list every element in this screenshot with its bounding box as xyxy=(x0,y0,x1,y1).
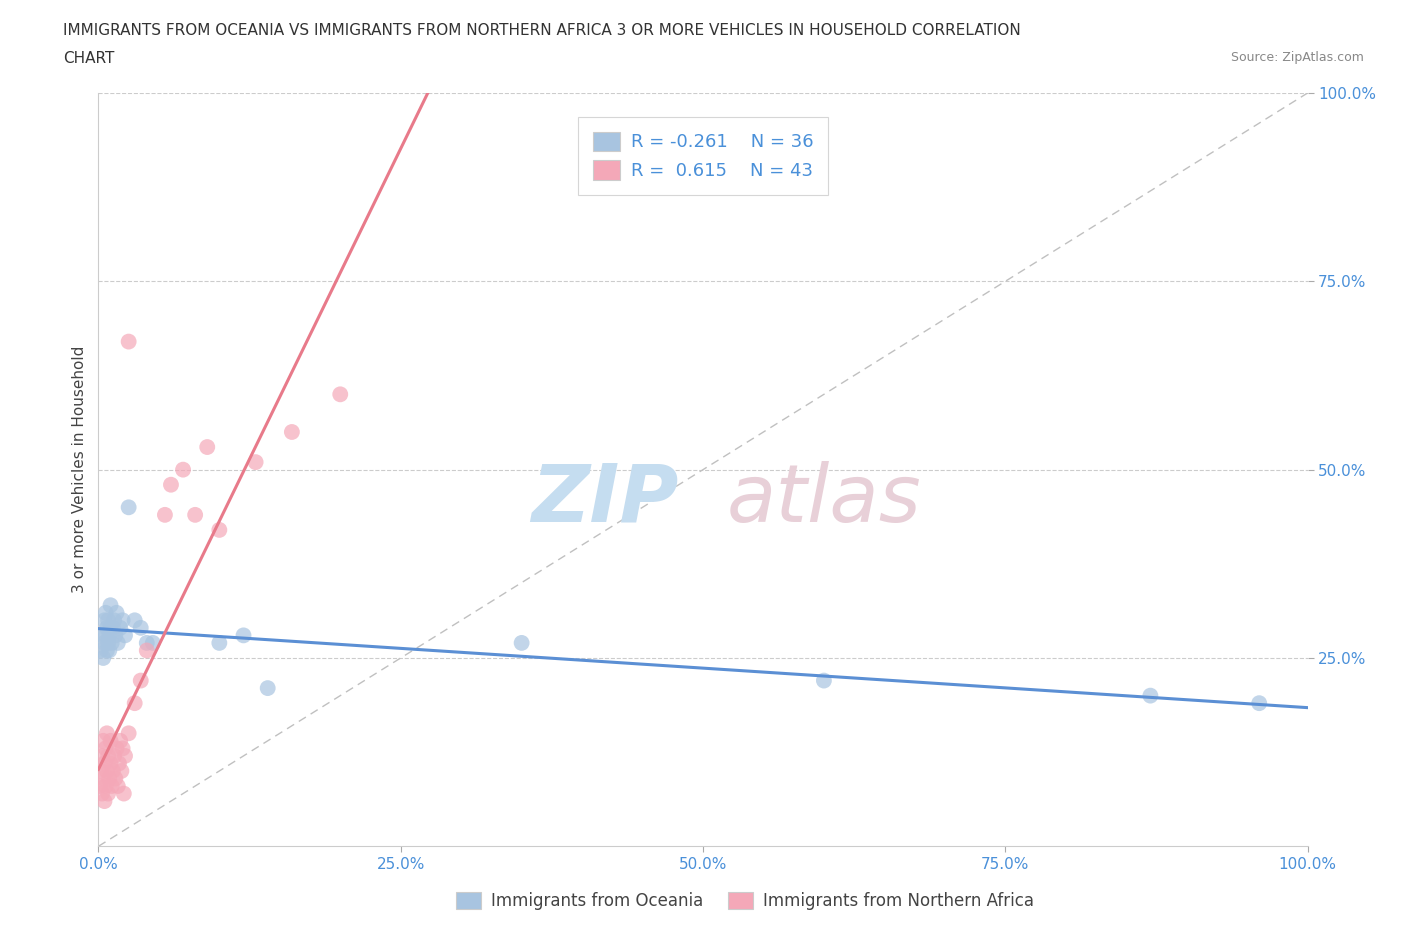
Point xyxy=(195,440,218,455)
Point xyxy=(98,771,121,786)
Point xyxy=(100,635,122,650)
Point xyxy=(93,756,115,771)
Point xyxy=(135,643,157,658)
Point xyxy=(153,508,176,523)
Point xyxy=(510,635,533,650)
Point xyxy=(96,620,118,635)
Point xyxy=(97,786,120,801)
Point xyxy=(114,749,136,764)
Point xyxy=(101,620,124,635)
Point xyxy=(184,508,207,523)
Point xyxy=(101,764,124,778)
Point xyxy=(91,786,114,801)
Point xyxy=(94,741,117,756)
Point xyxy=(104,771,127,786)
Point xyxy=(97,613,120,628)
Point xyxy=(89,778,111,793)
Point xyxy=(100,598,122,613)
Point xyxy=(103,613,125,628)
Point xyxy=(93,793,115,808)
Point xyxy=(107,778,129,793)
Point xyxy=(96,726,118,741)
Point xyxy=(118,726,141,741)
Point xyxy=(112,786,135,801)
Point xyxy=(111,613,134,628)
Point xyxy=(91,734,114,749)
Point xyxy=(97,635,120,650)
Point xyxy=(93,613,115,628)
Point xyxy=(100,734,122,749)
Point xyxy=(94,605,117,620)
Point xyxy=(103,749,125,764)
Point xyxy=(118,334,141,349)
Point xyxy=(94,628,117,643)
Point xyxy=(129,673,152,688)
Point xyxy=(281,424,304,440)
Point xyxy=(107,635,129,650)
Point xyxy=(91,628,114,643)
Point xyxy=(208,635,231,650)
Point xyxy=(124,696,146,711)
Point xyxy=(100,756,122,771)
Text: ZIP: ZIP xyxy=(531,460,679,538)
Point xyxy=(118,500,141,515)
Point xyxy=(108,734,131,749)
Point xyxy=(91,771,114,786)
Point xyxy=(208,523,231,538)
Point xyxy=(96,764,118,778)
Point xyxy=(129,620,152,635)
Point xyxy=(813,673,835,688)
Point xyxy=(96,643,118,658)
Point xyxy=(142,635,165,650)
Point xyxy=(108,620,131,635)
Point xyxy=(98,628,121,643)
Point xyxy=(329,387,352,402)
Point xyxy=(135,635,157,650)
Point xyxy=(110,764,132,778)
Text: atlas: atlas xyxy=(727,460,922,538)
Point xyxy=(90,764,112,778)
Point xyxy=(91,651,114,666)
Point xyxy=(256,681,278,696)
Point xyxy=(108,756,131,771)
Legend: R = -0.261    N = 36, R =  0.615    N = 43: R = -0.261 N = 36, R = 0.615 N = 43 xyxy=(578,117,828,194)
Text: CHART: CHART xyxy=(63,51,115,66)
Point xyxy=(114,628,136,643)
Point xyxy=(160,477,183,492)
Point xyxy=(104,628,127,643)
Point xyxy=(91,749,114,764)
Point xyxy=(100,620,122,635)
Point xyxy=(111,741,134,756)
Point xyxy=(245,455,267,470)
Text: Source: ZipAtlas.com: Source: ZipAtlas.com xyxy=(1230,51,1364,64)
Point xyxy=(90,643,112,658)
Point xyxy=(124,613,146,628)
Point xyxy=(93,635,115,650)
Text: IMMIGRANTS FROM OCEANIA VS IMMIGRANTS FROM NORTHERN AFRICA 3 OR MORE VEHICLES IN: IMMIGRANTS FROM OCEANIA VS IMMIGRANTS FR… xyxy=(63,23,1021,38)
Point xyxy=(94,778,117,793)
Point xyxy=(172,462,194,477)
Point xyxy=(105,605,128,620)
Point xyxy=(98,643,121,658)
Legend: Immigrants from Oceania, Immigrants from Northern Africa: Immigrants from Oceania, Immigrants from… xyxy=(450,885,1040,917)
Point xyxy=(1249,696,1271,711)
Y-axis label: 3 or more Vehicles in Household: 3 or more Vehicles in Household xyxy=(72,346,87,593)
Point xyxy=(232,628,254,643)
Point xyxy=(105,741,128,756)
Point xyxy=(100,778,122,793)
Point xyxy=(1139,688,1161,703)
Point xyxy=(97,749,120,764)
